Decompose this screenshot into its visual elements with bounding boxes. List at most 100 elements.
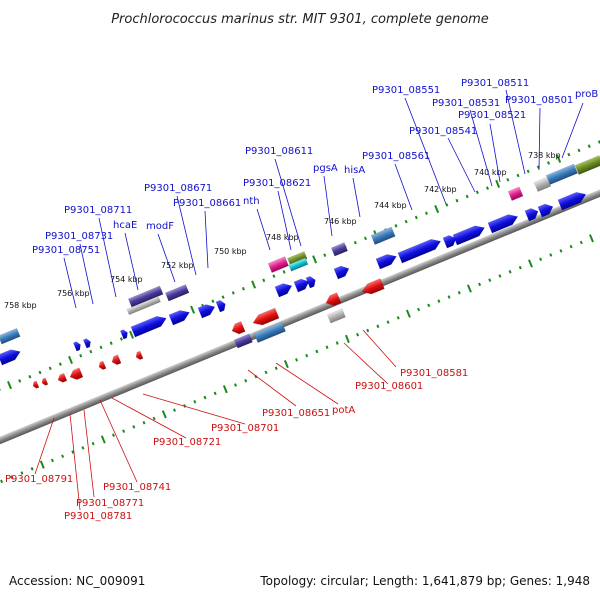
forward-gene[interactable]	[452, 223, 487, 246]
bottom-tick	[335, 341, 339, 345]
leader-line	[447, 137, 476, 193]
bottom-tick	[193, 399, 197, 404]
gene-label-P9301_08701[interactable]: P9301_08701	[211, 423, 279, 434]
gene-label-P9301_08511[interactable]: P9301_08511	[461, 78, 529, 89]
gene-label-hisA[interactable]: hisA	[344, 165, 365, 176]
gene-label-P9301_08791[interactable]: P9301_08791	[5, 474, 73, 485]
forward-gene[interactable]	[293, 277, 311, 293]
reverse-gene[interactable]	[230, 321, 246, 336]
reverse-gene[interactable]	[110, 354, 122, 366]
gene-label-P9301_08501[interactable]: P9301_08501	[505, 95, 573, 106]
gene-label-P9301_08741[interactable]: P9301_08741	[103, 482, 171, 493]
gene-label-P9301_08551[interactable]: P9301_08551	[372, 85, 440, 96]
feature-gene[interactable]	[288, 257, 309, 272]
forward-gene[interactable]	[375, 251, 399, 270]
scale-label: 738 kbp	[528, 151, 561, 160]
forward-gene[interactable]	[0, 347, 22, 366]
feature-gene[interactable]	[370, 226, 396, 245]
gene-label-P9301_08561[interactable]: P9301_08561	[362, 151, 430, 162]
gene-label-P9301_08611[interactable]: P9301_08611	[245, 146, 313, 157]
gene-label-P9301_08651[interactable]: P9301_08651	[262, 408, 330, 419]
forward-gene[interactable]	[274, 281, 294, 298]
reverse-gene[interactable]	[68, 367, 84, 382]
forward-gene[interactable]	[487, 211, 520, 234]
forward-gene[interactable]	[333, 264, 351, 280]
gene-label-P9301_08661[interactable]: P9301_08661	[173, 198, 241, 209]
leader-line	[79, 243, 94, 305]
forward-gene[interactable]	[442, 233, 458, 249]
feature-gene[interactable]	[545, 163, 578, 185]
feature-gene[interactable]	[330, 242, 348, 257]
top-tick	[516, 173, 520, 178]
feature-gene[interactable]	[267, 256, 289, 273]
forward-gene[interactable]	[130, 313, 168, 338]
gene-label-pgsA[interactable]: pgsA	[313, 163, 338, 174]
forward-gene[interactable]	[215, 299, 228, 313]
gene-label-P9301_08731[interactable]: P9301_08731	[45, 231, 113, 242]
gene-label-P9301_08621[interactable]: P9301_08621	[243, 178, 311, 189]
gene-label-potA[interactable]: potA	[332, 405, 355, 416]
feature-gene[interactable]	[0, 327, 21, 345]
bottom-tick	[508, 270, 512, 274]
gene-label-P9301_08601[interactable]: P9301_08601	[355, 381, 423, 392]
gene-label-P9301_08521[interactable]: P9301_08521	[458, 110, 526, 121]
gene-label-nth[interactable]: nth	[243, 196, 260, 207]
forward-gene[interactable]	[72, 341, 82, 352]
bottom-tick	[488, 278, 492, 282]
gene-label-P9301_08581[interactable]: P9301_08581	[400, 368, 468, 379]
reverse-gene[interactable]	[360, 278, 385, 298]
forward-gene[interactable]	[168, 307, 192, 326]
feature-gene[interactable]	[233, 333, 253, 349]
forward-gene[interactable]	[524, 206, 540, 222]
forward-gene[interactable]	[305, 275, 318, 289]
gene-label-P9301_08671[interactable]: P9301_08671	[144, 183, 212, 194]
top-tick	[48, 366, 52, 371]
leader-line	[394, 163, 413, 211]
feature-gene[interactable]	[533, 176, 552, 192]
bottom-tick	[457, 290, 461, 295]
bottom-tick	[437, 299, 441, 303]
reverse-gene[interactable]	[97, 360, 107, 371]
forward-gene[interactable]	[82, 338, 92, 349]
bottom-tick	[518, 265, 522, 270]
gene-label-P9301_08781[interactable]: P9301_08781	[64, 511, 132, 522]
feature-gene[interactable]	[164, 284, 190, 302]
forward-gene[interactable]	[197, 302, 217, 319]
reverse-gene[interactable]	[251, 307, 280, 328]
feature-gene[interactable]	[507, 186, 524, 201]
bottom-tick	[539, 257, 543, 261]
feature-gene[interactable]	[126, 295, 161, 316]
gene-label-P9301_08531[interactable]: P9301_08531	[432, 98, 500, 109]
forward-gene[interactable]	[557, 189, 588, 211]
bottom-tick	[283, 359, 289, 369]
gene-label-P9301_08711[interactable]: P9301_08711	[64, 205, 132, 216]
reverse-gene[interactable]	[32, 380, 40, 389]
reverse-gene[interactable]	[324, 292, 342, 309]
bottom-tick	[244, 379, 248, 383]
gene-label-P9301_08541[interactable]: P9301_08541	[409, 126, 477, 137]
reverse-gene[interactable]	[134, 350, 144, 361]
forward-gene[interactable]	[397, 236, 443, 264]
feature-gene[interactable]	[253, 321, 286, 343]
leader-line	[34, 417, 55, 475]
leader-line	[69, 413, 81, 511]
feature-gene[interactable]	[326, 308, 346, 324]
gene-label-P9301_08751[interactable]: P9301_08751	[32, 245, 100, 256]
gene-label-P9301_08771[interactable]: P9301_08771	[76, 498, 144, 509]
forward-gene[interactable]	[119, 329, 129, 340]
feature-gene[interactable]	[127, 285, 164, 308]
feature-gene[interactable]	[287, 251, 308, 267]
feature-gene[interactable]	[574, 155, 600, 175]
gene-label-modF[interactable]: modF	[146, 221, 174, 232]
forward-gene[interactable]	[537, 202, 555, 218]
gene-labels: proBP9301_08501P9301_08511P9301_08521P93…	[5, 78, 598, 522]
gene-label-hcaE[interactable]: hcaE	[113, 220, 137, 231]
reverse-gene[interactable]	[41, 377, 49, 386]
bottom-tick	[325, 345, 329, 350]
top-tick	[38, 370, 42, 375]
gene-label-proB[interactable]: proB	[575, 89, 598, 100]
gene-label-P9301_08721[interactable]: P9301_08721	[153, 437, 221, 448]
reverse-gene[interactable]	[56, 372, 68, 383]
